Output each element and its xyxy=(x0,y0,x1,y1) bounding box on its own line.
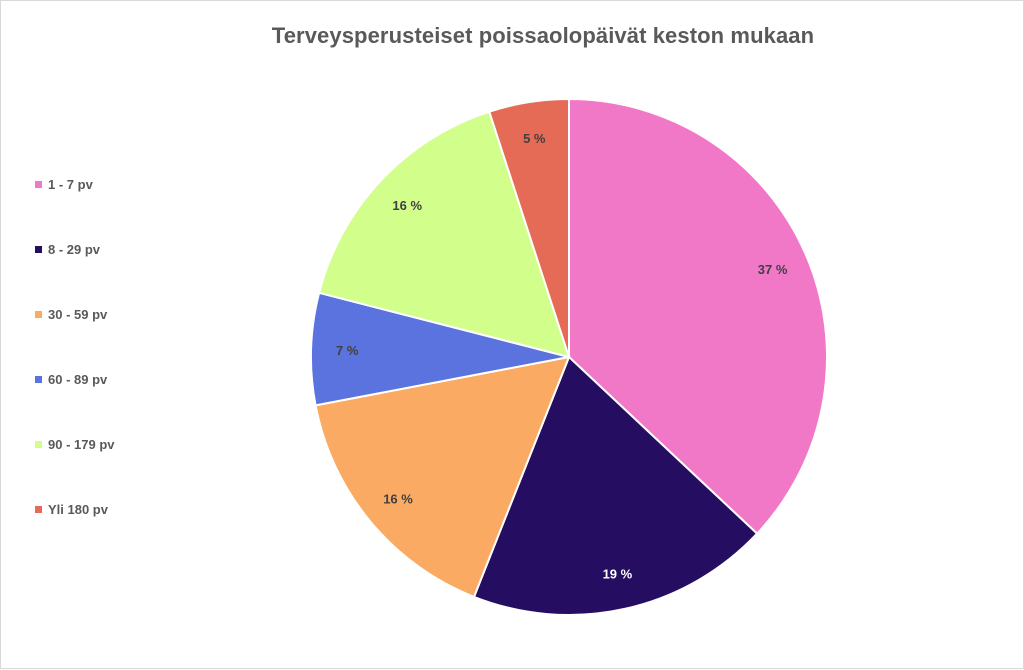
data-label: 5 % xyxy=(523,131,546,146)
legend-swatch-icon xyxy=(35,181,42,188)
data-label: 37 % xyxy=(758,262,788,277)
pie-slices xyxy=(310,97,828,616)
pie-slice-30-59pv[interactable] xyxy=(314,355,571,599)
legend-swatch-icon xyxy=(35,311,42,318)
legend-item-8-29[interactable]: 8 - 29 pv xyxy=(35,242,100,257)
pie-slice-90-179pv[interactable] xyxy=(317,110,571,359)
legend-item-90-179[interactable]: 90 - 179 pv xyxy=(35,437,115,452)
legend-swatch-icon xyxy=(35,246,42,253)
data-label: 19 % xyxy=(603,567,633,582)
data-label: 16 % xyxy=(383,491,413,506)
pie-slice-1-7pv[interactable] xyxy=(568,97,828,536)
pie-data-labels: 37 % 19 % 16 % 7 % 16 % 5 % xyxy=(336,131,788,582)
data-label: 16 % xyxy=(392,198,422,213)
legend-item-60-89[interactable]: 60 - 89 pv xyxy=(35,372,107,387)
legend-item-1-7[interactable]: 1 - 7 pv xyxy=(35,177,93,192)
pie-slice-yli180pv[interactable] xyxy=(488,97,570,358)
chart-title: Terveysperusteiset poissaolopäivät kesto… xyxy=(271,23,815,48)
pie-slice-8-29pv[interactable] xyxy=(472,355,759,616)
legend-item-30-59[interactable]: 30 - 59 pv xyxy=(35,307,107,322)
legend-swatch-icon xyxy=(35,376,42,383)
pie-slice-60-89pv[interactable] xyxy=(310,291,570,407)
data-label: 7 % xyxy=(336,343,359,358)
legend-swatch-icon xyxy=(35,441,42,448)
legend-item-yli-180[interactable]: Yli 180 pv xyxy=(35,502,108,517)
legend-swatch-icon xyxy=(35,506,42,513)
